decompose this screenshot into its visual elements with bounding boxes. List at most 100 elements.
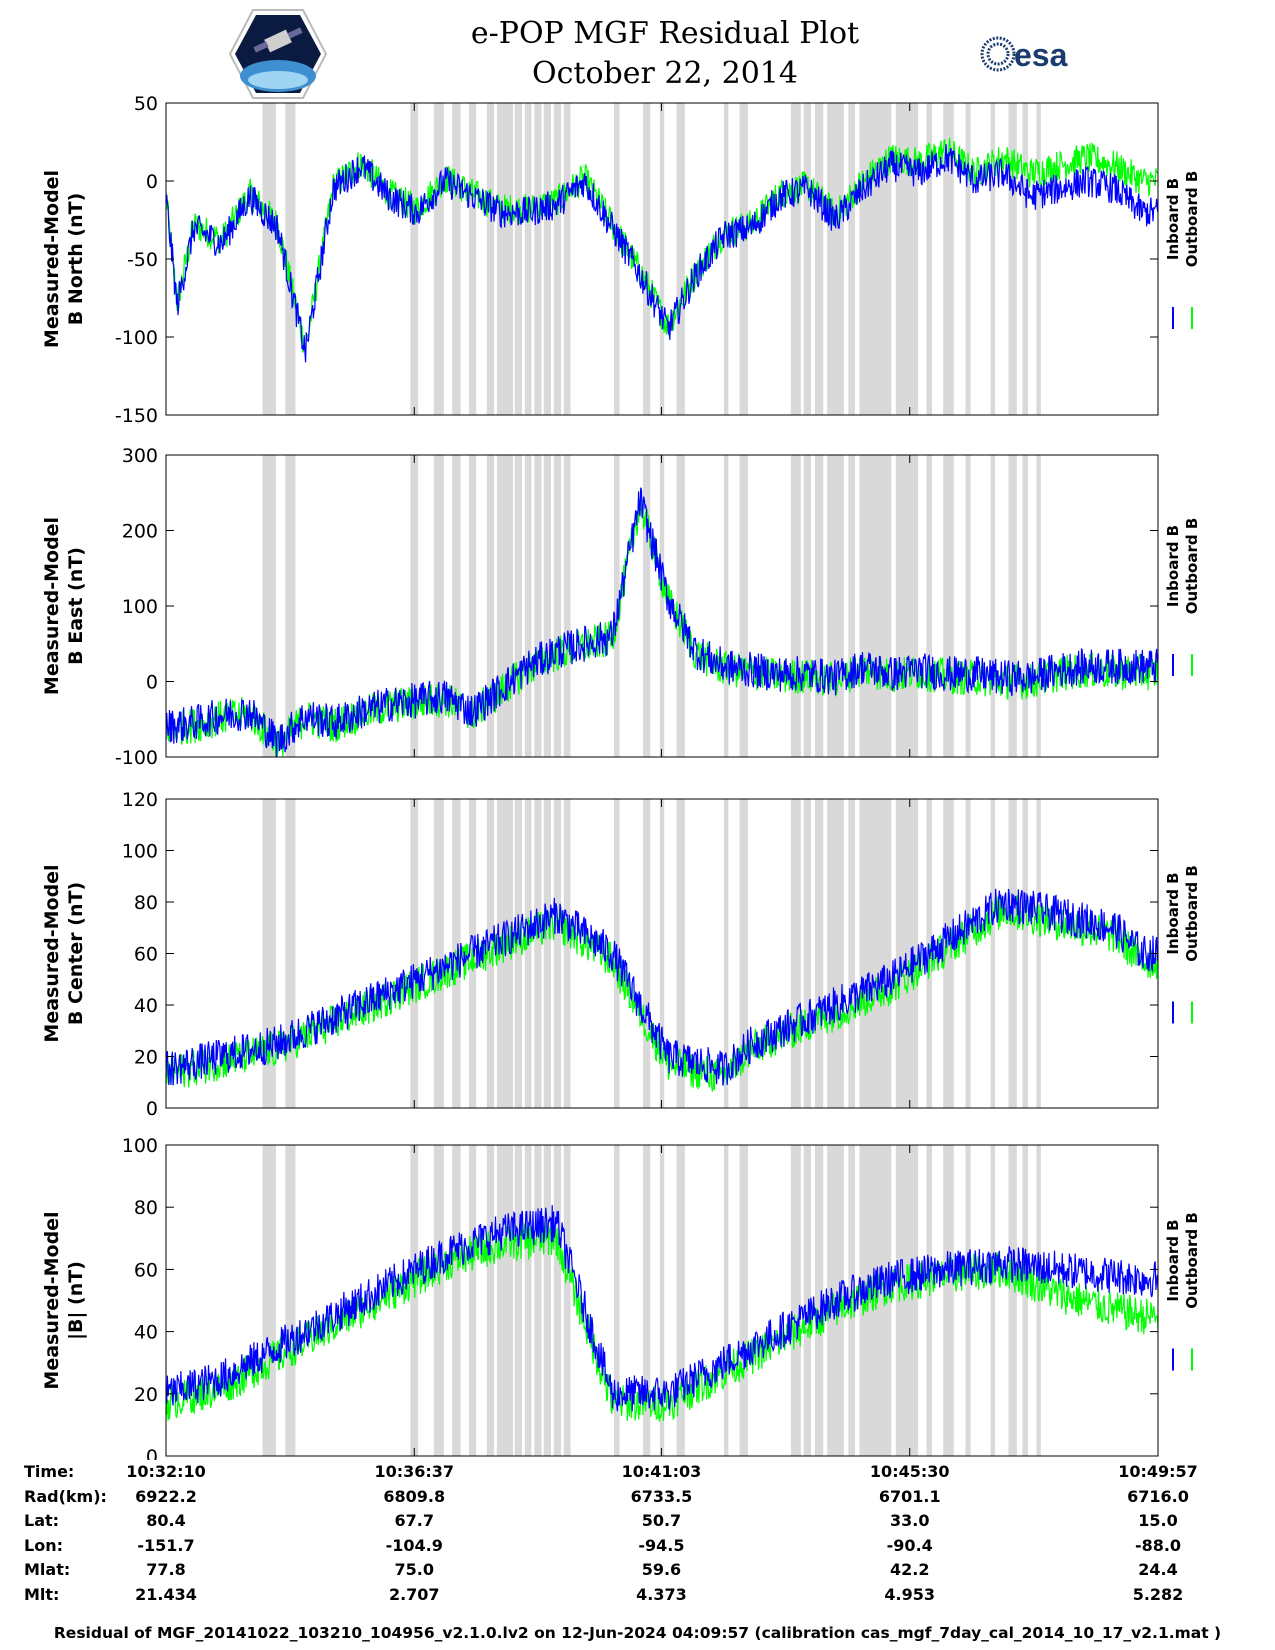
shaded-interval bbox=[1036, 103, 1041, 415]
footer-caption: Residual of MGF_20141022_103210_104956_v… bbox=[53, 1624, 1222, 1642]
shaded-interval bbox=[534, 799, 542, 1108]
y-tick-label: 40 bbox=[134, 1322, 158, 1344]
shaded-interval bbox=[814, 455, 824, 757]
shaded-interval bbox=[262, 799, 276, 1108]
shaded-interval bbox=[643, 103, 651, 415]
inboard-series-line bbox=[165, 144, 1159, 363]
shaded-interval bbox=[452, 103, 461, 415]
inboard-series-line bbox=[165, 487, 1159, 758]
shaded-interval bbox=[676, 103, 685, 415]
legend-inboard-label: Inboard B bbox=[1164, 178, 1182, 260]
legend-outboard-label: Outboard B bbox=[1183, 518, 1201, 615]
shaded-interval bbox=[1036, 455, 1041, 757]
y-tick-label: -100 bbox=[115, 327, 158, 349]
shaded-interval bbox=[452, 455, 461, 757]
shaded-interval bbox=[643, 1145, 651, 1456]
info-value: 67.7 bbox=[394, 1511, 434, 1530]
shaded-interval bbox=[659, 799, 665, 1108]
info-value: 10:36:37 bbox=[374, 1462, 455, 1481]
shaded-interval bbox=[468, 455, 477, 757]
info-value: 6922.2 bbox=[135, 1486, 197, 1506]
y-tick-label: 100 bbox=[122, 841, 158, 863]
shaded-interval bbox=[723, 103, 729, 415]
shaded-interval bbox=[965, 103, 971, 415]
shaded-interval bbox=[990, 455, 996, 757]
shaded-interval bbox=[496, 103, 514, 415]
shaded-interval bbox=[553, 1145, 562, 1456]
inboard-series-line bbox=[165, 1205, 1159, 1412]
info-value: 33.0 bbox=[889, 1511, 930, 1530]
shaded-interval bbox=[859, 455, 892, 757]
shaded-interval bbox=[965, 455, 971, 757]
y-tick-label: 80 bbox=[134, 892, 158, 914]
info-value: 6809.8 bbox=[383, 1486, 446, 1506]
shaded-interval bbox=[563, 799, 571, 1108]
shaded-interval bbox=[534, 455, 542, 757]
y-axis-label: Measured-Model B Center (nT) bbox=[41, 864, 87, 1042]
y-tick-label: 0 bbox=[146, 672, 158, 694]
y-tick-label: 60 bbox=[134, 944, 158, 966]
info-value: 50.7 bbox=[641, 1511, 682, 1530]
shaded-interval bbox=[859, 103, 892, 415]
shaded-interval bbox=[553, 103, 562, 415]
shaded-interval bbox=[790, 103, 801, 415]
shaded-interval bbox=[410, 1145, 419, 1456]
shaded-interval bbox=[433, 1145, 444, 1456]
info-label: Mlt: bbox=[24, 1584, 60, 1604]
panel-4: 100 80 60 40 20 0 Measured-Model |B| (nT) Inboar… bbox=[41, 1135, 1201, 1460]
shaded-interval bbox=[1008, 799, 1017, 1108]
shaded-interval bbox=[534, 1145, 542, 1456]
shaded-interval bbox=[486, 455, 495, 757]
shaded-interval bbox=[926, 455, 933, 757]
info-value: 21.434 bbox=[135, 1584, 197, 1604]
info-value: -151.7 bbox=[137, 1535, 195, 1555]
panel-1: 50 0 -50 -100 -150 Measured-Model B North (nT)… bbox=[41, 93, 1201, 427]
legend-inboard-label: Inboard B bbox=[1164, 525, 1182, 607]
shaded-interval bbox=[814, 103, 824, 415]
shaded-interval bbox=[543, 799, 551, 1108]
shaded-interval bbox=[859, 799, 892, 1108]
shaded-interval bbox=[262, 455, 276, 757]
shaded-interval bbox=[659, 1145, 665, 1456]
shaded-interval bbox=[827, 799, 844, 1108]
shaded-interval bbox=[262, 1145, 276, 1456]
plot-frame bbox=[165, 1144, 1159, 1457]
shaded-interval bbox=[895, 1145, 919, 1456]
shaded-interval bbox=[543, 455, 551, 757]
shaded-interval bbox=[643, 799, 651, 1108]
shaded-interval bbox=[790, 799, 801, 1108]
shaded-interval bbox=[486, 799, 495, 1108]
legend-outboard-label: Outboard B bbox=[1183, 865, 1201, 962]
shaded-interval bbox=[514, 799, 522, 1108]
y-tick-label: 0 bbox=[146, 1446, 158, 1460]
shaded-interval bbox=[895, 455, 919, 757]
shaded-interval bbox=[739, 103, 748, 415]
shaded-interval bbox=[486, 103, 495, 415]
shaded-interval bbox=[534, 103, 542, 415]
info-row: Rad(km): 6922.2 6809.8 6733.5 6701.1 6716.0 bbox=[0, 1487, 1275, 1511]
info-value: 80.4 bbox=[146, 1511, 186, 1530]
legend-outboard-label: Outboard B bbox=[1183, 1212, 1201, 1309]
shaded-interval bbox=[433, 103, 444, 415]
shaded-interval bbox=[803, 1145, 811, 1456]
ephemeris-table: Time: 10:32:10 10:36:37 10:41:03 10:45:30 10:… bbox=[0, 1462, 1275, 1612]
panel-2: 300 200 100 0 -100 Measured-Model B East (nT) I… bbox=[41, 445, 1201, 769]
info-value: 4.373 bbox=[636, 1584, 687, 1604]
shaded-interval bbox=[643, 455, 651, 757]
legend-inboard-label: Inboard B bbox=[1164, 872, 1182, 954]
shaded-interval bbox=[895, 103, 919, 415]
y-tick-label: 50 bbox=[134, 93, 158, 115]
y-tick-label: 80 bbox=[134, 1197, 158, 1219]
info-value: 6701.1 bbox=[878, 1486, 941, 1506]
shaded-interval bbox=[514, 103, 522, 415]
info-value: 10:45:30 bbox=[869, 1462, 950, 1481]
shaded-interval bbox=[1022, 1145, 1029, 1456]
shaded-interval bbox=[285, 1145, 296, 1456]
shaded-interval bbox=[827, 103, 844, 415]
info-value: -90.4 bbox=[886, 1535, 933, 1555]
shaded-interval bbox=[1022, 455, 1029, 757]
shaded-interval bbox=[543, 1145, 551, 1456]
shaded-interval bbox=[553, 799, 562, 1108]
shaded-interval bbox=[943, 103, 954, 415]
y-tick-label: 300 bbox=[122, 445, 158, 467]
